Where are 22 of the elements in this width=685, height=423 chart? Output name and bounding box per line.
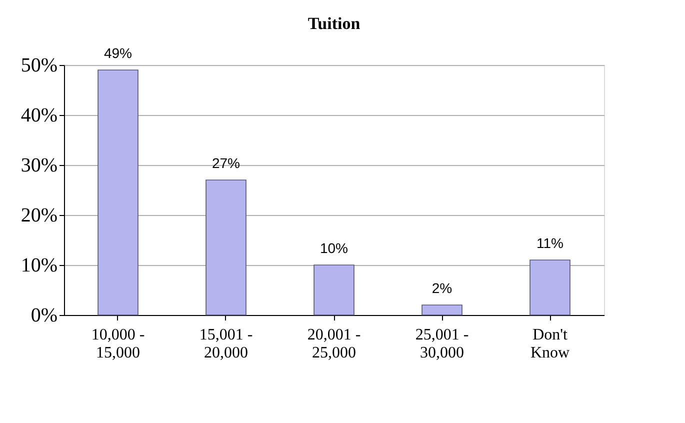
data-label: 49% [104, 45, 132, 61]
y-tick-label: 10% [20, 254, 58, 276]
bar [206, 180, 246, 316]
y-tick-label: 30% [20, 154, 58, 176]
x-tick-label: 20,001 - 25,000 [307, 326, 361, 362]
bar [98, 70, 138, 316]
x-tick-label: 15,001 - 20,000 [199, 326, 253, 362]
data-label: 27% [212, 155, 240, 171]
y-tick-label: 20% [20, 204, 58, 226]
x-tick-label: Don't Know [530, 326, 570, 362]
bar [530, 260, 570, 316]
data-label: 2% [432, 280, 452, 296]
data-label: 10% [320, 240, 348, 256]
x-tick-label: 25,001 - 30,000 [415, 326, 469, 362]
y-tick-label: 0% [30, 304, 58, 326]
bar [314, 264, 354, 316]
bar [422, 304, 462, 316]
chart-title: Tuition [308, 14, 361, 33]
y-tick-label: 50% [20, 54, 58, 76]
x-tick-label: 10,000 - 15,000 [91, 326, 145, 362]
y-tick-label: 40% [20, 104, 58, 126]
data-label: 11% [536, 235, 564, 251]
